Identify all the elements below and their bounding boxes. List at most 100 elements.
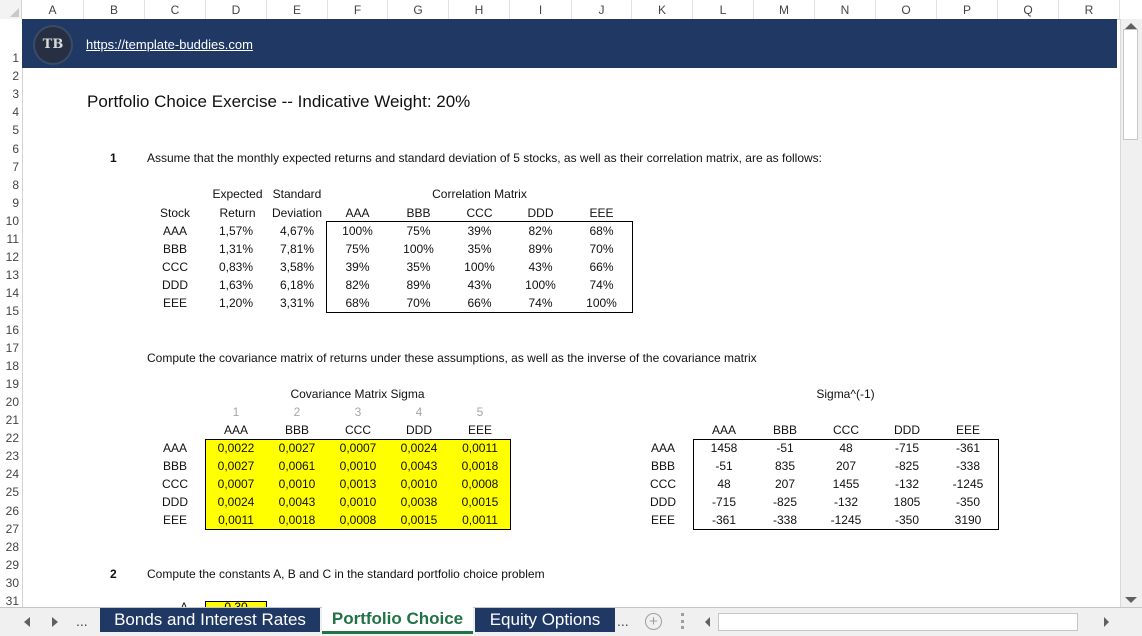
inverse-value: -1245 xyxy=(952,477,984,492)
hscroll-left-icon[interactable] xyxy=(705,617,710,627)
column-header-o[interactable]: O xyxy=(876,0,937,19)
logo-icon: TB xyxy=(35,27,71,63)
column-header-b[interactable]: B xyxy=(84,0,145,19)
column-header-n[interactable]: N xyxy=(815,0,876,19)
expected-return-value: 1,31% xyxy=(218,242,254,257)
row-header-22[interactable]: 22 xyxy=(5,431,19,446)
correlation-value: 100% xyxy=(342,224,373,238)
inverse-value: 3190 xyxy=(954,513,982,528)
column-header-q[interactable]: Q xyxy=(998,0,1059,19)
splitter-handle-icon[interactable] xyxy=(681,613,687,629)
row-header-25[interactable]: 25 xyxy=(5,485,19,500)
website-link[interactable]: https://template-buddies.com xyxy=(86,37,253,52)
expected-return-value: 1,20% xyxy=(218,296,254,311)
row-header-19[interactable]: 19 xyxy=(5,376,19,391)
row-header-30[interactable]: 30 xyxy=(5,575,19,590)
hscroll-right-icon[interactable] xyxy=(1104,617,1109,627)
scroll-up-icon[interactable] xyxy=(1125,23,1137,29)
std-deviation-value: 4,67% xyxy=(279,224,315,238)
std-deviation-value: 6,18% xyxy=(279,278,315,293)
correlation-value: 89% xyxy=(406,278,431,293)
row-header-15[interactable]: 15 xyxy=(5,304,19,319)
column-header-f[interactable]: F xyxy=(328,0,388,19)
row-header-12[interactable]: 12 xyxy=(5,250,19,265)
row-header-21[interactable]: 21 xyxy=(5,413,19,427)
column-header-i[interactable]: I xyxy=(510,0,572,19)
row-header-29[interactable]: 29 xyxy=(5,557,19,572)
row-header-10[interactable]: 10 xyxy=(5,213,19,228)
std-deviation-value: 3,58% xyxy=(279,260,315,275)
row-header-5[interactable]: 5 xyxy=(12,123,19,138)
correlation-value: 68% xyxy=(589,224,614,238)
inverse-value: -1245 xyxy=(830,513,862,528)
column-index: 3 xyxy=(354,405,362,419)
correlation-title: Correlation Matrix xyxy=(432,187,527,201)
column-header-g[interactable]: G xyxy=(388,0,449,19)
covariance-matrix-box xyxy=(205,439,511,530)
column-header-m[interactable]: M xyxy=(754,0,815,19)
row-header-13[interactable]: 13 xyxy=(5,268,19,283)
row-header-7[interactable]: 7 xyxy=(12,159,19,174)
tab-overflow-left[interactable]: ... xyxy=(76,613,88,629)
tab-scroll-left-icon[interactable] xyxy=(24,617,30,627)
column-header-k[interactable]: K xyxy=(632,0,693,19)
row-header-18[interactable]: 18 xyxy=(5,358,19,373)
correlation-value: 75% xyxy=(345,242,370,257)
row-header-14[interactable]: 14 xyxy=(5,286,19,301)
corr-col-header: DDD xyxy=(527,206,554,220)
column-header-c[interactable]: C xyxy=(145,0,206,19)
tab-bonds-and-interest-rates[interactable]: Bonds and Interest Rates xyxy=(100,608,320,632)
stock-ticker: EEE xyxy=(162,296,187,311)
tab-overflow-right[interactable]: ... xyxy=(617,613,629,629)
expected-return-value: 1,63% xyxy=(218,278,254,293)
tab-equity-options[interactable]: Equity Options xyxy=(475,608,615,632)
correlation-value: 75% xyxy=(406,224,431,238)
column-header-l[interactable]: L xyxy=(693,0,754,19)
covariance-value: 0,0015 xyxy=(461,495,499,510)
row-header-4[interactable]: 4 xyxy=(12,105,19,120)
inverse-title: Sigma^(-1) xyxy=(816,387,875,401)
row-header-31[interactable]: 31 xyxy=(5,594,19,607)
column-header-r[interactable]: R xyxy=(1059,0,1120,19)
column-header-a[interactable]: A xyxy=(22,0,84,19)
covariance-value: 0,0043 xyxy=(278,495,316,510)
column-header-j[interactable]: J xyxy=(572,0,632,19)
tab-portfolio-choice[interactable]: Portfolio Choice xyxy=(322,607,473,634)
row-header-3[interactable]: 3 xyxy=(12,87,19,102)
row-header-20[interactable]: 20 xyxy=(5,394,19,409)
row-header-1[interactable]: 1 xyxy=(12,51,19,65)
tab-scroll-right-icon[interactable] xyxy=(52,617,58,627)
row-header-8[interactable]: 8 xyxy=(12,177,19,192)
row-header-27[interactable]: 27 xyxy=(5,521,19,536)
add-sheet-icon[interactable]: + xyxy=(645,613,662,630)
vertical-scroll-thumb[interactable] xyxy=(1123,29,1138,140)
scroll-down-icon[interactable] xyxy=(1125,597,1137,603)
column-header-h[interactable]: H xyxy=(449,0,510,19)
cov-col-header: AAA xyxy=(223,423,248,437)
inverse-value: 1458 xyxy=(710,441,738,455)
row-header-28[interactable]: 28 xyxy=(5,539,19,554)
row-header-2[interactable]: 2 xyxy=(12,69,19,84)
vertical-scrollbar[interactable] xyxy=(1120,19,1142,607)
question-number: 1 xyxy=(110,151,117,165)
row-header-24[interactable]: 24 xyxy=(5,467,19,482)
inv-row-header: DDD xyxy=(650,495,676,510)
covariance-value: 0,0011 xyxy=(218,513,254,528)
row-header-26[interactable]: 26 xyxy=(5,503,19,518)
row-header-bar: 1 2 3 4 5 6 7 8 9 10 11 12 13 14 15 16 17 18 19 20 21 22 23 24 2… xyxy=(0,19,23,607)
row-header-17[interactable]: 17 xyxy=(5,340,19,355)
column-header-e[interactable]: E xyxy=(267,0,328,19)
row-header-23[interactable]: 23 xyxy=(5,449,19,464)
column-header-d[interactable]: D xyxy=(206,0,267,19)
row-header-16[interactable]: 16 xyxy=(5,322,19,337)
select-all-corner[interactable] xyxy=(0,0,22,19)
column-header-p[interactable]: P xyxy=(937,0,998,19)
horizontal-scroll-thumb[interactable] xyxy=(718,613,1078,631)
row-header-6[interactable]: 6 xyxy=(12,141,19,156)
header-standard: Standard xyxy=(272,187,322,201)
covariance-value: 0,0038 xyxy=(400,495,438,510)
correlation-value: 100% xyxy=(586,296,617,311)
row-header-9[interactable]: 9 xyxy=(12,195,19,210)
row-header-11[interactable]: 11 xyxy=(6,232,19,246)
correlation-value: 43% xyxy=(467,278,492,293)
